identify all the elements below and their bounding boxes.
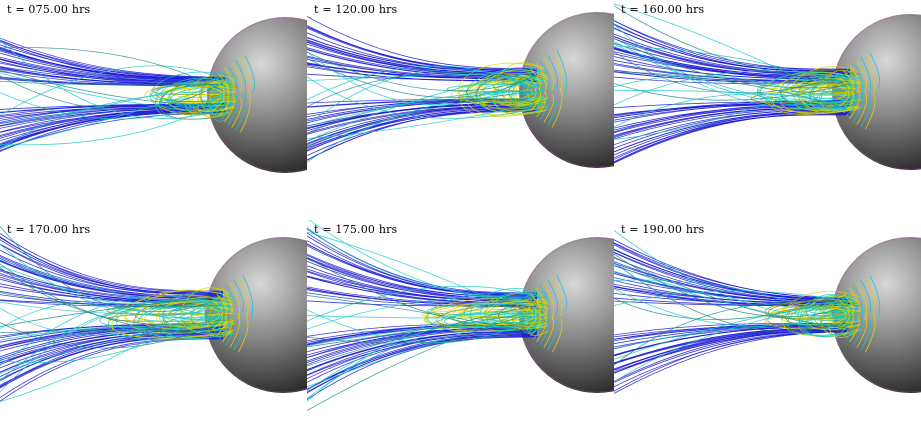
field-line-render-5 (307, 220, 614, 412)
panel-3: t = 160.00 hrs (614, 0, 921, 220)
field-line-render-4 (0, 225, 307, 403)
panel-5: t = 175.00 hrs (307, 220, 614, 440)
field-lines (307, 220, 568, 412)
field-line-render-1 (0, 17, 307, 173)
panel-2: t = 120.00 hrs (307, 0, 614, 220)
time-label-4: t = 170.00 hrs (7, 223, 91, 236)
planet-sphere (832, 237, 921, 393)
planet-sphere (832, 14, 921, 170)
field-lines (0, 37, 256, 153)
planet-rim (519, 12, 614, 168)
field-line-render-6 (614, 229, 921, 395)
planet-sphere (207, 17, 307, 173)
planet-sphere (519, 237, 614, 393)
time-label-3: t = 160.00 hrs (621, 3, 705, 16)
field-lines (307, 15, 568, 163)
time-label-1: t = 075.00 hrs (7, 3, 91, 16)
planet-sphere (205, 237, 307, 393)
time-label-6: t = 190.00 hrs (621, 223, 705, 236)
time-label-5: t = 175.00 hrs (314, 223, 398, 236)
field-line-render-2 (307, 12, 614, 168)
field-lines (614, 3, 881, 164)
field-lines (0, 225, 254, 403)
panel-4: t = 170.00 hrs (0, 220, 307, 440)
field-line-render-3 (614, 3, 921, 170)
planet-rim (207, 17, 307, 173)
panel-1: t = 075.00 hrs (0, 0, 307, 220)
panel-6: t = 190.00 hrs (614, 220, 921, 440)
planet-sphere (519, 12, 614, 168)
time-label-2: t = 120.00 hrs (314, 3, 398, 16)
field-lines (614, 229, 881, 395)
